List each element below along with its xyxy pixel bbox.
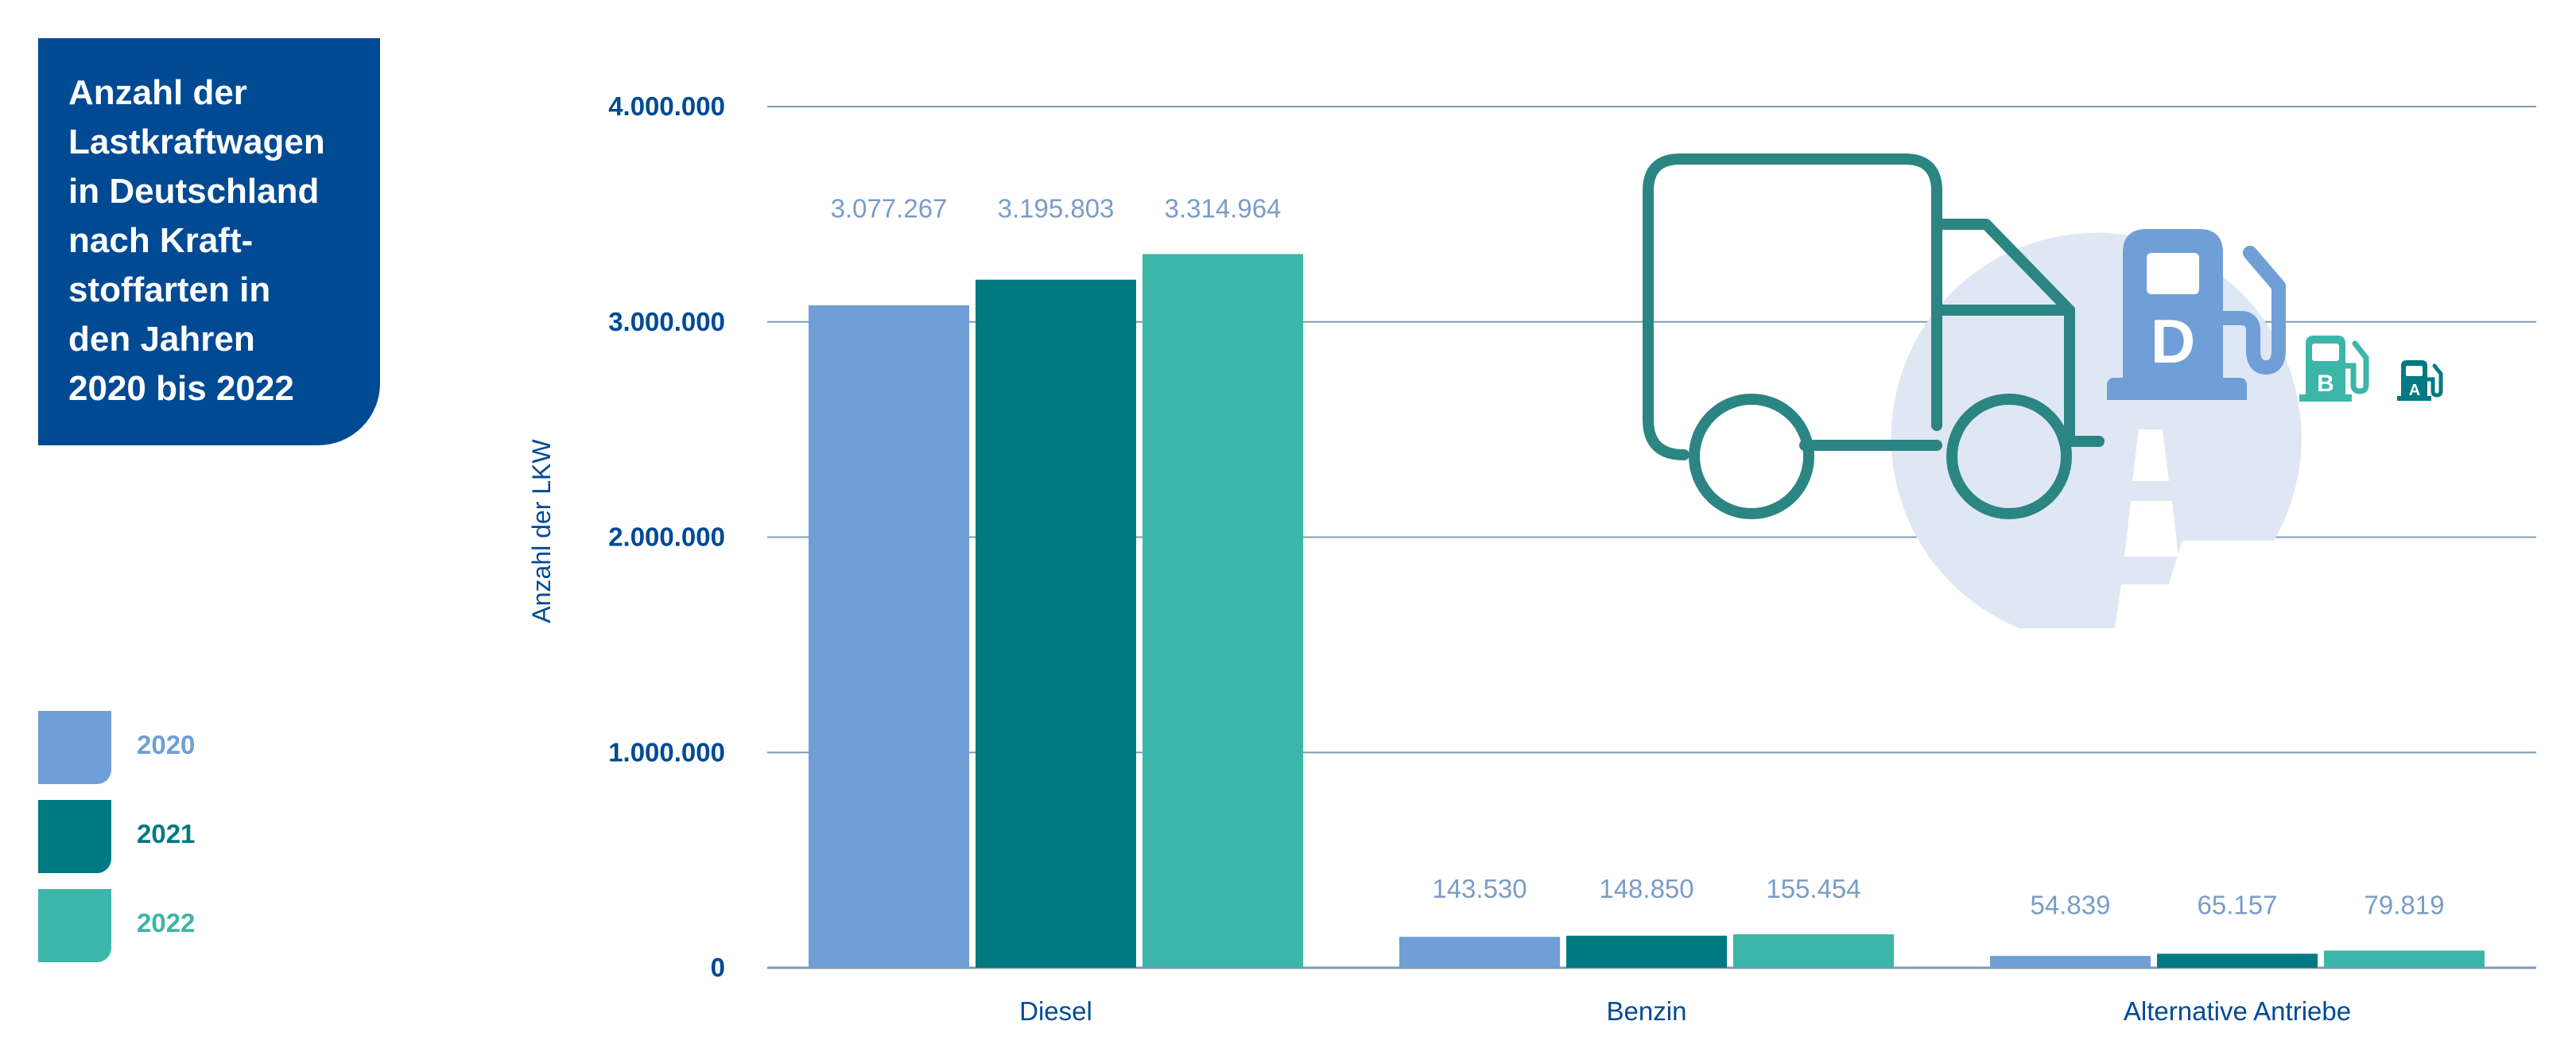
data-label: 143.530 xyxy=(1432,874,1527,903)
y-tick-label: 2.000.000 xyxy=(608,522,725,552)
y-axis-label: Anzahl der LKW xyxy=(527,439,556,623)
bar xyxy=(1566,935,1727,968)
data-label: 54.839 xyxy=(2031,890,2111,919)
truck-icon xyxy=(1643,153,2105,519)
pump-letter-d: D xyxy=(2151,306,2195,376)
bars xyxy=(809,254,2485,968)
title-box: Anzahl der Lastkraftwagen in Deutschland… xyxy=(38,38,380,445)
bar xyxy=(2157,953,2318,968)
y-tick-label: 0 xyxy=(711,953,725,982)
y-tick-label: 4.000.000 xyxy=(608,91,725,121)
data-label: 3.077.267 xyxy=(831,193,948,223)
data-label: 79.819 xyxy=(2365,890,2445,919)
x-tick-label: Diesel xyxy=(1019,996,1092,1026)
fuel-pump-benzin-icon: B xyxy=(2299,336,2369,402)
fuel-pump-diesel-icon: D xyxy=(2107,229,2286,400)
x-tick-label: Benzin xyxy=(1607,996,1687,1026)
legend-swatch xyxy=(38,800,111,873)
data-label: 65.157 xyxy=(2198,890,2278,919)
bar xyxy=(1733,934,1894,968)
y-tick-label: 1.000.000 xyxy=(608,737,725,767)
y-tick-labels: 0 1.000.000 2.000.000 3.000.000 4.000.000 xyxy=(608,91,725,982)
data-label: 3.314.964 xyxy=(1165,193,1282,223)
legend-label: 2021 xyxy=(137,819,196,848)
bar xyxy=(809,305,969,968)
x-tick-labels: Diesel Benzin Alternative Antriebe xyxy=(1019,996,2351,1026)
bar xyxy=(2324,950,2485,968)
chart-title: Anzahl der Lastkraftwagen in Deutschland… xyxy=(68,73,325,408)
data-label: 155.454 xyxy=(1766,874,1860,903)
legend-swatch xyxy=(38,889,111,962)
legend-label: 2022 xyxy=(137,908,196,938)
bar xyxy=(1143,254,1303,968)
bar xyxy=(1990,956,2151,968)
pump-letter-b: B xyxy=(2317,371,2334,397)
y-tick-label: 3.000.000 xyxy=(608,307,725,336)
bar xyxy=(976,279,1136,968)
data-labels: 3.077.267 3.195.803 3.314.964 143.530 148.85… xyxy=(831,193,2445,919)
data-label: 3.195.803 xyxy=(998,193,1115,223)
pump-letter-a: A xyxy=(2409,382,2420,399)
illustration: D B A xyxy=(1643,153,2443,628)
fuel-pump-alternative-icon: A xyxy=(2397,360,2443,401)
bar xyxy=(1399,937,1560,968)
x-tick-label: Alternative Antriebe xyxy=(2124,996,2351,1026)
data-label: 148.850 xyxy=(1599,874,1693,903)
legend-label: 2020 xyxy=(137,730,196,759)
legend-swatch xyxy=(38,711,111,784)
